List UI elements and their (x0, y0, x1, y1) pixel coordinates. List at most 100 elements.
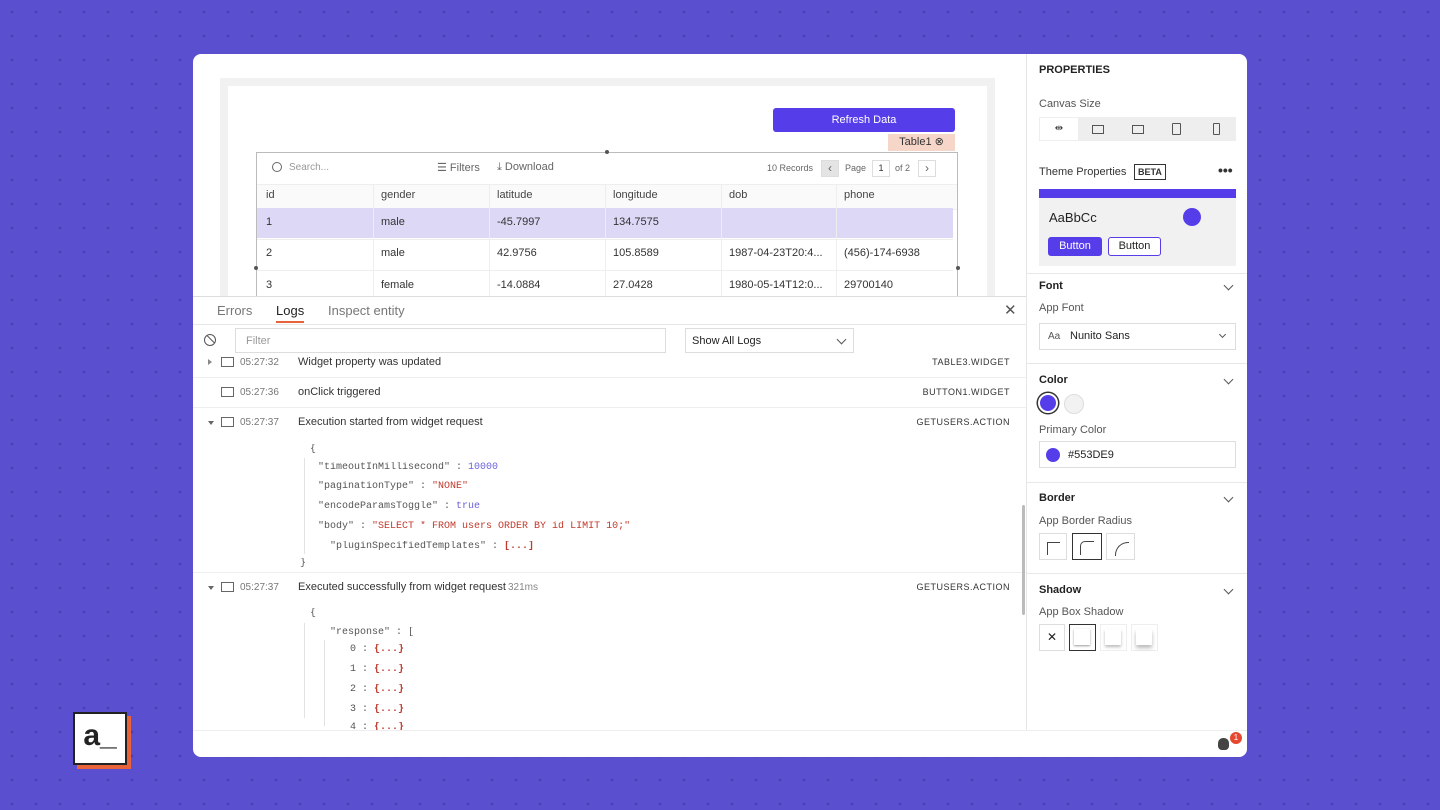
divider (1027, 273, 1247, 274)
column-header: gender (381, 189, 416, 201)
json-key: 1 : (350, 664, 369, 675)
download-button[interactable]: ⤓ Download (497, 161, 554, 173)
expand[interactable] (208, 359, 212, 365)
clear-icon[interactable] (204, 334, 216, 346)
shadow-l[interactable] (1131, 624, 1158, 651)
size-tablet-l[interactable] (1132, 125, 1144, 134)
color-section[interactable]: Color (1039, 374, 1068, 386)
json-line: 3 : {...} (350, 704, 404, 717)
tab[interactable]: Errors (217, 303, 253, 318)
beta-tag: BETA (1134, 164, 1166, 180)
monitor-icon (221, 357, 234, 367)
json-key: 2 : (350, 684, 369, 695)
log-select[interactable]: Show All Logs (685, 328, 854, 353)
font-icon: Aa (1048, 331, 1061, 342)
json-value: [...] (504, 541, 535, 552)
log-divider (193, 377, 1027, 378)
refresh-button[interactable]: Refresh Data (773, 108, 955, 132)
font-section[interactable]: Font (1039, 280, 1063, 292)
status-bar (193, 730, 1247, 731)
log-time: 05:27:32 (240, 357, 279, 368)
log-time: 05:27:37 (240, 417, 279, 428)
json-line: "paginationType" : "NONE" (318, 481, 468, 494)
json-value: {...} (374, 704, 405, 715)
collapse[interactable] (208, 421, 214, 425)
filters-button[interactable]: ☰ Filters (437, 162, 480, 174)
tab[interactable]: Inspect entity (328, 303, 405, 318)
page-input[interactable]: 1 (872, 160, 890, 177)
size-desktop[interactable] (1092, 125, 1104, 134)
chevron (1223, 374, 1234, 385)
close[interactable]: ✕ (1004, 302, 1017, 319)
color-swatch-bg[interactable] (1064, 394, 1084, 414)
canvas-size-options: ⇹ (1039, 117, 1236, 141)
preview-button-primary[interactable]: Button (1048, 237, 1102, 256)
radius-large[interactable] (1106, 533, 1135, 560)
json-value: true (456, 501, 481, 512)
border-section[interactable]: Border (1039, 492, 1076, 504)
json-value: {...} (374, 684, 405, 695)
widget-tag[interactable]: Table1 ⊗ (888, 134, 955, 151)
log-source: TABLE3.WIDGET (932, 357, 1010, 367)
tab[interactable]: Logs (276, 303, 305, 323)
cell: 1987-04-23T20:4... (729, 247, 823, 259)
json-key: } (300, 558, 307, 569)
resize-handle (956, 266, 960, 270)
records: 10 Records (767, 163, 814, 173)
shadow-s[interactable] (1069, 624, 1096, 651)
json-line: } (300, 558, 306, 571)
cell: female (381, 279, 415, 291)
debugger (193, 296, 1027, 731)
prev-page[interactable]: ‹ (821, 160, 839, 177)
size-tablet[interactable] (1172, 123, 1181, 135)
json-key: "paginationType" : (318, 481, 427, 492)
cell: 29700140 (844, 279, 893, 291)
shadow-label: App Box Shadow (1039, 606, 1124, 618)
resize-handle (605, 150, 609, 154)
primary-color-input[interactable]: #553DE9 (1039, 441, 1236, 468)
search-input[interactable]: Search... (289, 162, 330, 173)
json-value: {...} (374, 644, 405, 655)
chevron (1223, 492, 1234, 503)
json-key: "pluginSpecifiedTemplates" : (330, 541, 499, 552)
log-select-value: Show All Logs (692, 335, 762, 347)
cell: 1 (266, 216, 273, 228)
column-header: latitude (497, 189, 533, 201)
badge: 1 (1230, 732, 1242, 744)
bug-icon[interactable] (1218, 738, 1229, 750)
shadow-m[interactable] (1100, 624, 1127, 651)
log-duration: 321ms (508, 582, 539, 593)
font-value: Nunito Sans (1070, 330, 1130, 342)
shadow-none[interactable]: ✕ (1039, 624, 1065, 651)
radius-medium[interactable] (1072, 533, 1102, 560)
more-menu[interactable]: ••• (1218, 162, 1233, 178)
json-key: { (310, 444, 317, 455)
shadow-section[interactable]: Shadow (1039, 584, 1082, 596)
preview-button-secondary[interactable]: Button (1108, 237, 1161, 256)
json-key: "encodeParamsToggle" : (318, 501, 451, 512)
row-divider (257, 270, 953, 271)
size-fluid[interactable]: ⇹ (1040, 118, 1078, 140)
color-swatch-primary[interactable] (1038, 393, 1058, 413)
collapse[interactable] (208, 586, 214, 590)
radius-none[interactable] (1039, 533, 1067, 560)
log-source: GETUSERS.ACTION (916, 582, 1010, 592)
size-mobile[interactable] (1213, 123, 1220, 135)
decoration (1105, 629, 1121, 645)
json-value: {...} (374, 664, 405, 675)
cell: 3 (266, 279, 273, 291)
cell: -14.0884 (497, 279, 541, 291)
filter-input[interactable]: Filter (235, 328, 666, 353)
json-line: 0 : {...} (350, 644, 404, 657)
log-message: onClick triggered (298, 386, 381, 398)
log-message: Execution started from widget request (298, 416, 483, 428)
column-header: dob (729, 189, 748, 201)
json-key: 0 : (350, 644, 369, 655)
next-page[interactable]: › (918, 160, 936, 177)
theme-bar (1039, 189, 1236, 198)
font-select[interactable]: Aa Nunito Sans (1039, 323, 1236, 350)
json-guide (304, 458, 305, 554)
json-value: "NONE" (432, 481, 469, 492)
